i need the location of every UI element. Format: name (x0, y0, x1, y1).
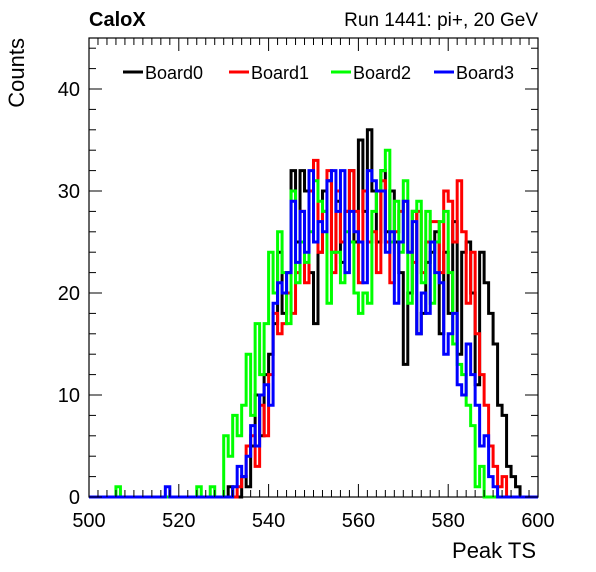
x-tick-label: 560 (342, 510, 375, 532)
x-axis-title: Peak TS (452, 538, 536, 563)
x-tick-label: 500 (72, 510, 105, 532)
legend-label-board1: Board1 (251, 63, 309, 83)
y-tick-label: 0 (69, 487, 80, 509)
x-tick-label: 540 (252, 510, 285, 532)
y-tick-label: 40 (58, 79, 80, 101)
ticks-layer (88, 38, 539, 498)
y-tick-label: 30 (58, 181, 80, 203)
series-line-board3 (89, 169, 538, 499)
header-experiment: CaloX (89, 9, 146, 31)
legend-label-board0: Board0 (145, 63, 203, 83)
labels-layer: 500 520 540 560 580 600 0 10 20 30 40 (58, 79, 555, 532)
legend-label-board2: Board2 (353, 63, 411, 83)
header-run-info: Run 1441: pi+, 20 GeV (344, 10, 538, 31)
series-layer (89, 128, 538, 499)
legend: Board0 Board1 Board2 Board3 (123, 63, 514, 83)
x-tick-label: 600 (521, 510, 554, 532)
y-tick-label: 20 (58, 283, 80, 305)
x-tick-label: 520 (162, 510, 195, 532)
y-tick-label: 10 (58, 385, 80, 407)
legend-label-board3: Board3 (456, 63, 514, 83)
x-tick-label: 580 (432, 510, 465, 532)
y-axis-title: Counts (4, 38, 29, 108)
